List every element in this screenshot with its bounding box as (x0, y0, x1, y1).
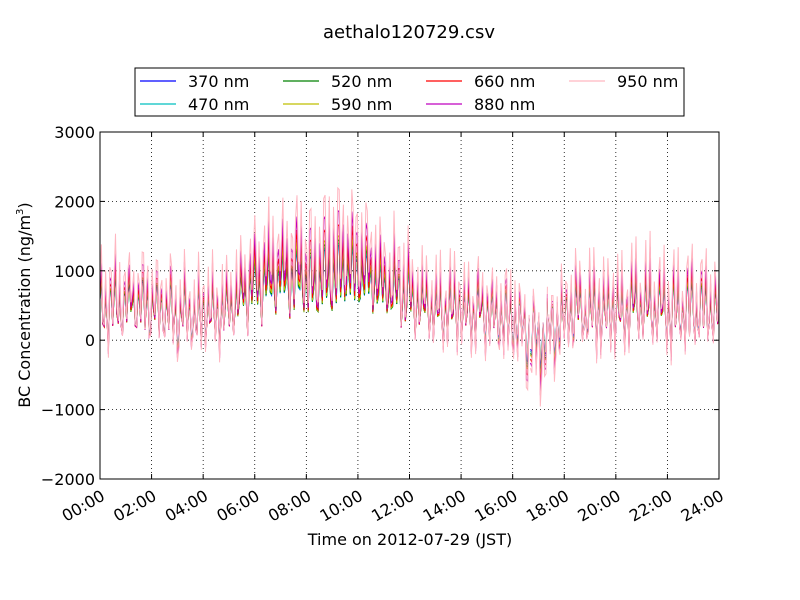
chart-title: aethalo120729.csv (323, 22, 495, 43)
x-axis-label: Time on 2012-07-29 (JST) (307, 530, 512, 549)
legend-label: 660 nm (474, 72, 535, 91)
x-tick-label: 14:00 (420, 486, 469, 526)
y-tick-label: 1000 (54, 262, 95, 281)
x-tick-label: 18:00 (523, 486, 572, 526)
plot-frame-bg (100, 132, 719, 479)
legend-label: 880 nm (474, 95, 535, 114)
x-tick-label: 20:00 (574, 486, 623, 526)
legend-box (134, 67, 685, 117)
y-axis-label-tail: ) (15, 202, 34, 208)
legend-label: 370 nm (188, 72, 249, 91)
legend-label: 470 nm (188, 95, 249, 114)
y-tick-label: −1000 (41, 401, 95, 420)
x-tick-label: 04:00 (162, 486, 211, 526)
x-tick-label: 08:00 (265, 486, 314, 526)
x-tick-label: 02:00 (110, 486, 159, 526)
x-tick-label: 22:00 (626, 486, 675, 526)
series-line (100, 186, 719, 407)
y-tick-label: 0 (85, 331, 95, 350)
plot-area: 00:00 02:00 04:00 06:00 08:00 10:00 12:00 14:00… (41, 123, 727, 526)
y-tick-label: −2000 (41, 470, 95, 489)
legend-label: 950 nm (617, 72, 678, 91)
y-axis-label: BC Concentration (ng/m3) (15, 202, 34, 407)
y-axis-label-main: BC Concentration (ng/m (15, 215, 34, 408)
y-tick-label: 2000 (54, 192, 95, 211)
x-tick-label: 06:00 (213, 486, 262, 526)
y-tick-label: 3000 (54, 123, 95, 142)
x-tick-label: 12:00 (368, 486, 417, 526)
x-tick-label: 00:00 (59, 486, 108, 526)
legend-label: 590 nm (331, 95, 392, 114)
x-tick-label: 16:00 (471, 486, 520, 526)
x-tick-label: 24:00 (678, 486, 727, 526)
legend-label: 520 nm (331, 72, 392, 91)
x-tick-label: 10:00 (316, 486, 365, 526)
y-axis-label-sup: 3 (15, 209, 26, 215)
legend: 370 nm 470 nm 520 nm 590 nm 660 nm 880 nm 950 … (134, 67, 685, 117)
